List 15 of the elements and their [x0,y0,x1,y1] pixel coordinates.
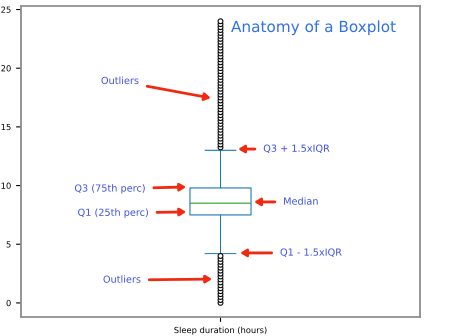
y-tick-label: 20 [1,65,11,72]
y-tick-label: 0 [6,300,11,306]
annotation: Q1 - 1.5xIQR [280,248,342,257]
annotation: Median [284,197,318,205]
annotation: Outliers [103,275,141,283]
x-tick-label: Sleep duration (hours) [174,326,267,335]
annotation: Q3 (75th perc) [74,184,145,194]
y-tick-label: 15 [2,124,11,130]
y-tick-label: 10 [2,182,11,189]
annotation: Q3 + 1.5xIQR [264,144,330,153]
annotation: Q1 (25th perc) [78,208,148,218]
text: Anatomy of a Boxplot [231,20,396,36]
y-tick-label: 25 [1,6,11,13]
y-tick-label: 5 [6,241,11,248]
annotation: Outliers [101,76,139,84]
